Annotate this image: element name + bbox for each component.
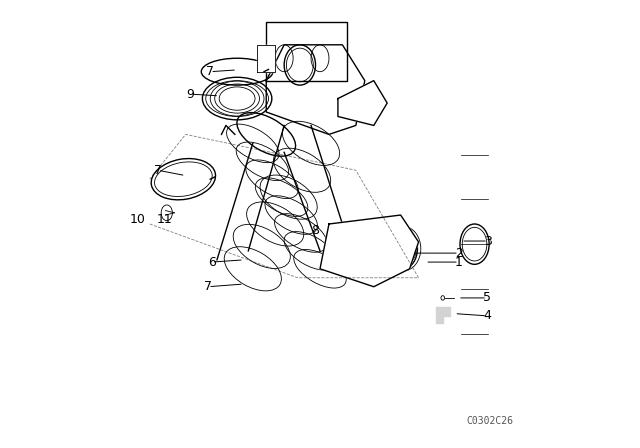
Text: 7: 7 — [206, 65, 214, 78]
Text: 7: 7 — [204, 280, 212, 293]
Polygon shape — [320, 215, 419, 287]
Polygon shape — [436, 307, 450, 323]
Text: 3: 3 — [484, 234, 492, 248]
Text: 4: 4 — [483, 309, 491, 323]
Text: 5: 5 — [483, 291, 491, 305]
Polygon shape — [257, 45, 275, 72]
Text: 6: 6 — [207, 255, 216, 269]
Text: 9: 9 — [186, 87, 194, 101]
Text: 8: 8 — [312, 224, 319, 237]
Text: 1: 1 — [455, 255, 463, 269]
Polygon shape — [338, 81, 387, 125]
Text: 2: 2 — [455, 246, 463, 260]
Text: 10: 10 — [130, 213, 146, 226]
Text: 7: 7 — [154, 164, 162, 177]
Polygon shape — [139, 206, 148, 220]
Text: C0302C26: C0302C26 — [467, 416, 514, 426]
Text: 11: 11 — [157, 213, 172, 226]
